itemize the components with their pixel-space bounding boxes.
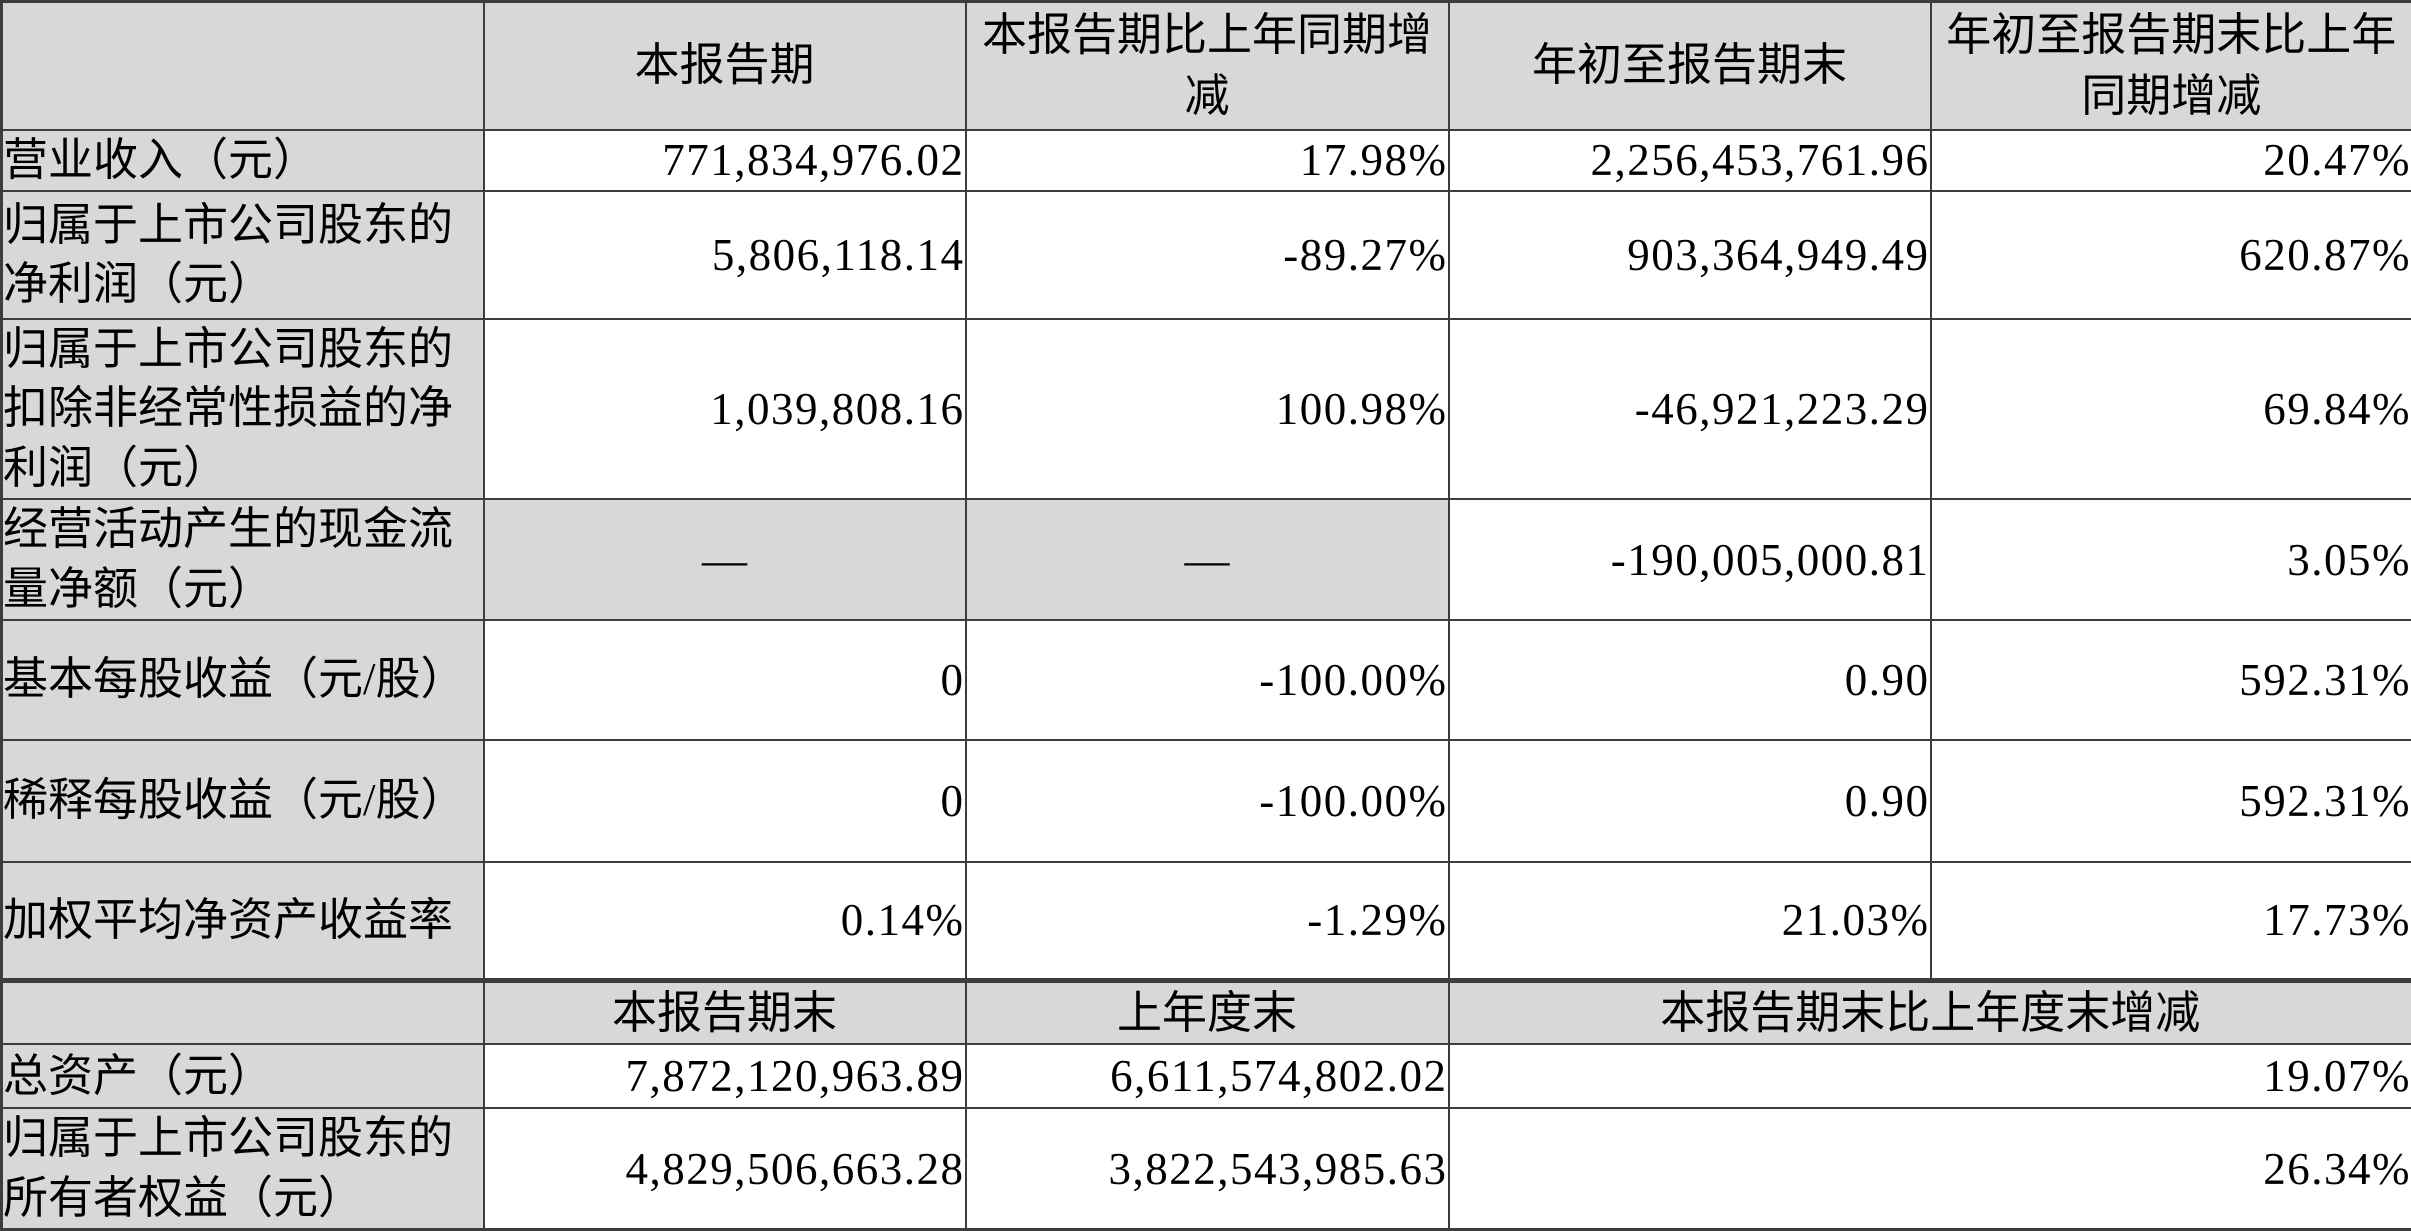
- metric-label: 经营活动产生的现金流量净额（元）: [2, 499, 484, 620]
- metric-value: 21.03%: [1449, 862, 1931, 980]
- metric-label: 基本每股收益（元/股）: [2, 620, 484, 740]
- metric-value: -100.00%: [966, 620, 1449, 740]
- metric-value: 100.98%: [966, 319, 1449, 499]
- column-header-current-period-yoy: 本报告期比上年同期增减: [966, 2, 1449, 130]
- table-row-weighted-avg-roe: 加权平均净资产收益率 0.14% -1.29% 21.03% 17.73%: [2, 862, 2411, 980]
- table-row-total-assets: 总资产（元） 7,872,120,963.89 6,611,574,802.02…: [2, 1044, 2411, 1108]
- metric-value: 0: [484, 740, 966, 862]
- metric-value: -1.29%: [966, 862, 1449, 980]
- metric-label: 营业收入（元）: [2, 130, 484, 191]
- column-header-period-end: 本报告期末: [484, 980, 966, 1044]
- metric-value-empty: —: [966, 499, 1449, 620]
- column-header-ytd: 年初至报告期末: [1449, 2, 1931, 130]
- table-row-basic-eps: 基本每股收益（元/股） 0 -100.00% 0.90 592.31%: [2, 620, 2411, 740]
- table-row-operating-cash-flow: 经营活动产生的现金流量净额（元） — — -190,005,000.81 3.0…: [2, 499, 2411, 620]
- metric-value: 4,829,506,663.28: [484, 1108, 966, 1229]
- column-header-period-end-change: 本报告期末比上年度末增减: [1449, 980, 2411, 1044]
- metric-value: 592.31%: [1931, 740, 2411, 862]
- metric-value: 26.34%: [1449, 1108, 2411, 1229]
- metric-value: 17.98%: [966, 130, 1449, 191]
- metric-value: 17.73%: [1931, 862, 2411, 980]
- metric-value: -190,005,000.81: [1449, 499, 1931, 620]
- metric-value: 592.31%: [1931, 620, 2411, 740]
- table-row-diluted-eps: 稀释每股收益（元/股） 0 -100.00% 0.90 592.31%: [2, 740, 2411, 862]
- metric-value: 0.90: [1449, 740, 1931, 862]
- metric-value: 3,822,543,985.63: [966, 1108, 1449, 1229]
- metric-value: 0.14%: [484, 862, 966, 980]
- metric-value: 5,806,118.14: [484, 191, 966, 319]
- section2-header-row: 本报告期末 上年度末 本报告期末比上年度末增减: [2, 980, 2411, 1044]
- metric-value: -100.00%: [966, 740, 1449, 862]
- metric-label: 稀释每股收益（元/股）: [2, 740, 484, 862]
- metric-label: 归属于上市公司股东的所有者权益（元）: [2, 1108, 484, 1229]
- metric-value: -46,921,223.29: [1449, 319, 1931, 499]
- metric-value: 3.05%: [1931, 499, 2411, 620]
- metric-value: 20.47%: [1931, 130, 2411, 191]
- metric-label: 加权平均净资产收益率: [2, 862, 484, 980]
- metric-value: 903,364,949.49: [1449, 191, 1931, 319]
- metric-value: 69.84%: [1931, 319, 2411, 499]
- column-header-prior-year-end: 上年度末: [966, 980, 1449, 1044]
- table-row-net-profit-excl-nonrecurring: 归属于上市公司股东的扣除非经常性损益的净利润（元） 1,039,808.16 1…: [2, 319, 2411, 499]
- section1-header-row: 本报告期 本报告期比上年同期增减 年初至报告期末 年初至报告期末比上年同期增减: [2, 2, 2411, 130]
- column-header-ytd-yoy: 年初至报告期末比上年同期增减: [1931, 2, 2411, 130]
- metric-value: 7,872,120,963.89: [484, 1044, 966, 1108]
- metric-value: 1,039,808.16: [484, 319, 966, 499]
- metric-value: 0.90: [1449, 620, 1931, 740]
- metric-value: 620.87%: [1931, 191, 2411, 319]
- table-row-net-profit: 归属于上市公司股东的净利润（元） 5,806,118.14 -89.27% 90…: [2, 191, 2411, 319]
- metric-value: 19.07%: [1449, 1044, 2411, 1108]
- metric-value: 0: [484, 620, 966, 740]
- metric-value: -89.27%: [966, 191, 1449, 319]
- metric-value-empty: —: [484, 499, 966, 620]
- metric-label: 总资产（元）: [2, 1044, 484, 1108]
- table-row-equity-attributable: 归属于上市公司股东的所有者权益（元） 4,829,506,663.28 3,82…: [2, 1108, 2411, 1229]
- metric-value: 6,611,574,802.02: [966, 1044, 1449, 1108]
- corner-empty-cell: [2, 2, 484, 130]
- column-header-current-period: 本报告期: [484, 2, 966, 130]
- corner-empty-cell: [2, 980, 484, 1044]
- metric-label: 归属于上市公司股东的扣除非经常性损益的净利润（元）: [2, 319, 484, 499]
- metric-label: 归属于上市公司股东的净利润（元）: [2, 191, 484, 319]
- table-row-revenue: 营业收入（元） 771,834,976.02 17.98% 2,256,453,…: [2, 130, 2411, 191]
- metric-value: 2,256,453,761.96: [1449, 130, 1931, 191]
- metric-value: 771,834,976.02: [484, 130, 966, 191]
